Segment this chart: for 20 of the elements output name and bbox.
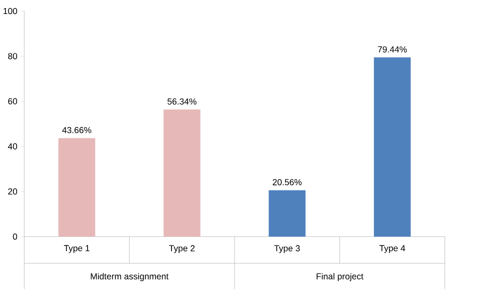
y-tick-label: 80 — [8, 53, 18, 60]
bar — [58, 138, 96, 237]
y-tick-label: 40 — [8, 143, 18, 150]
data-label: 20.56% — [272, 179, 302, 186]
x-tick-label: Type 3 — [274, 245, 300, 254]
text: Midterm assignment — [90, 273, 169, 282]
y-tick-label: 60 — [8, 98, 18, 105]
bar — [268, 190, 306, 237]
data-label: 43.66% — [62, 127, 92, 134]
x-tick-label: Type 1 — [64, 245, 90, 254]
x-tick-label: Type 4 — [379, 245, 406, 254]
y-tick-label: 0 — [12, 234, 18, 240]
bar — [374, 58, 411, 237]
x-tick-label: Type 2 — [169, 245, 195, 254]
text: Final project — [316, 273, 364, 282]
y-tick-label: 20 — [8, 188, 18, 195]
bar — [164, 110, 200, 237]
data-label: 79.44% — [378, 46, 407, 53]
y-tick-label: 100 — [4, 8, 18, 14]
data-label: 56.34% — [168, 98, 196, 105]
